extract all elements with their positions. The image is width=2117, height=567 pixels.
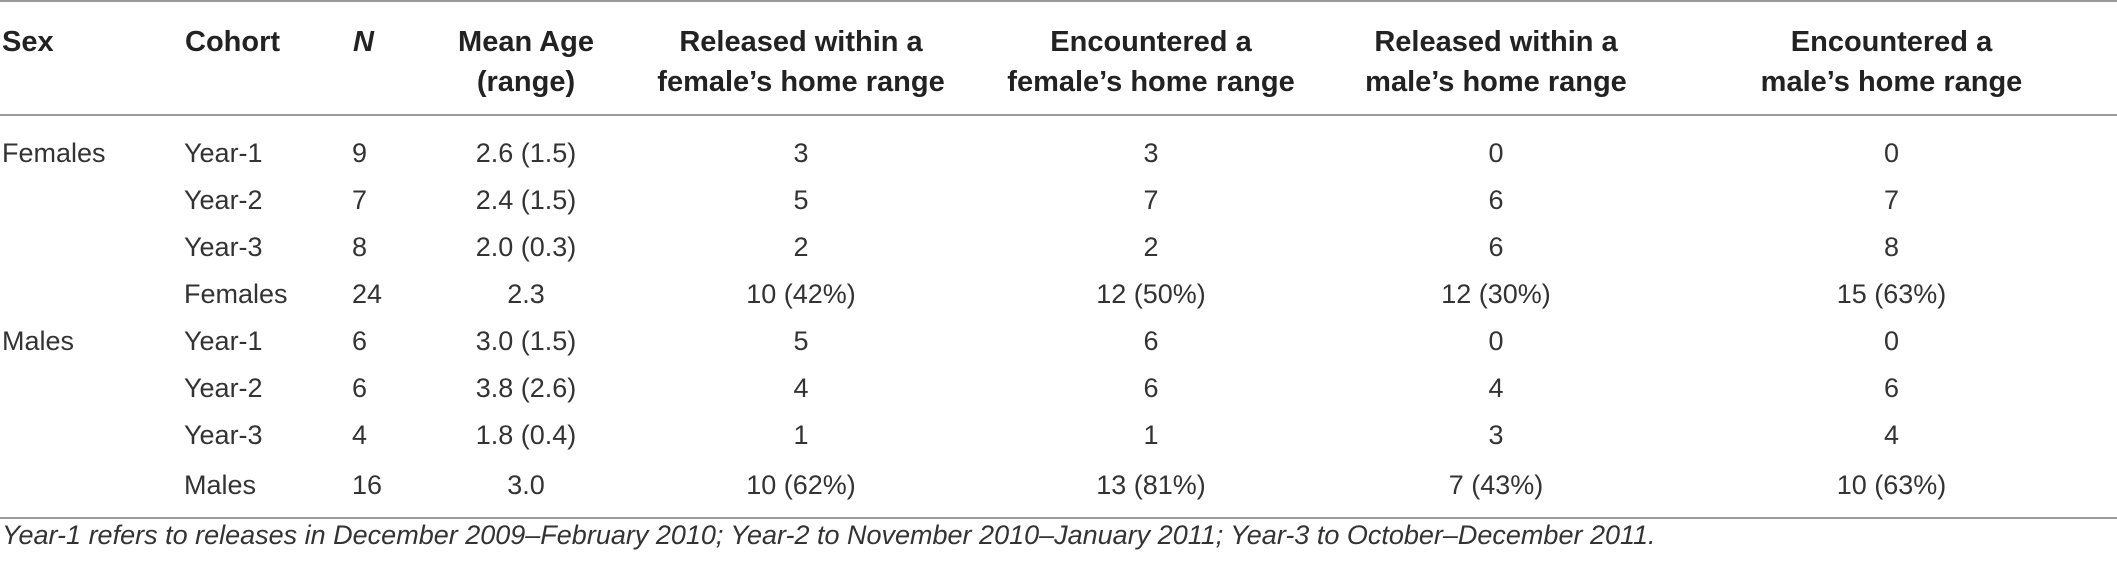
cell-mean-age: 2.3 — [507, 279, 545, 309]
cell-encountered-female: 13 (81%) — [1096, 469, 1206, 500]
cell-cohort: Year-1 — [184, 138, 263, 168]
cell-n: 9 — [352, 138, 368, 168]
table-row: Year-3 8 2.0 (0.3) 2 2 6 8 — [0, 224, 2117, 271]
header-mean-age-line1: Mean Age — [458, 26, 594, 58]
table-row: Year-2 6 3.8 (2.6) 4 6 4 6 — [0, 365, 2117, 412]
cell-mean-age: 3.0 (1.5) — [475, 326, 577, 356]
cell-released-male: 0 — [1488, 138, 1504, 168]
header-released-female-line1: Released within a — [679, 26, 923, 58]
header-n: N — [353, 26, 374, 58]
cell-mean-age: 3.8 (2.6) — [475, 373, 577, 403]
cell-encountered-male: 6 — [1883, 373, 1900, 403]
cell-released-female: 10 (42%) — [746, 279, 856, 309]
cell-sex — [0, 224, 184, 271]
cell-released-male: 0 — [1488, 326, 1504, 356]
cell-encountered-female: 3 — [1143, 138, 1159, 168]
cell-cohort: Year-3 — [184, 420, 263, 450]
header-mean-age-line2: (range) — [476, 66, 576, 98]
header-encountered-male-line1: Encountered a — [1790, 26, 1993, 58]
cell-sex — [0, 365, 184, 412]
header-encountered-female: Encountered a female’s home range — [976, 1, 1326, 115]
header-released-female-line2: female’s home range — [657, 66, 945, 98]
cell-sex: Females — [2, 138, 106, 168]
cell-encountered-male: 7 — [1883, 185, 1900, 215]
table-footnote: Year-1 refers to releases in December 20… — [2, 520, 1656, 550]
cell-mean-age: 2.0 (0.3) — [475, 232, 577, 262]
cell-mean-age: 3.0 — [507, 469, 545, 500]
cell-encountered-male: 8 — [1883, 232, 1900, 262]
cell-sex: Males — [2, 326, 75, 356]
cell-encountered-female: 12 (50%) — [1096, 279, 1206, 309]
cell-cohort: Year-1 — [184, 326, 263, 356]
header-released-male: Released within a male’s home range — [1326, 1, 1666, 115]
cell-sex — [0, 412, 184, 459]
cell-released-female: 3 — [793, 138, 809, 168]
cell-released-male: 3 — [1488, 420, 1504, 450]
cell-cohort: Year-3 — [184, 232, 263, 262]
table-body: Females Year-1 9 2.6 (1.5) 3 3 0 0 Year-… — [0, 115, 2117, 518]
cell-n: 24 — [352, 279, 383, 309]
cell-mean-age: 2.6 (1.5) — [475, 138, 577, 168]
cell-encountered-female: 1 — [1143, 420, 1159, 450]
cell-encountered-male: 10 (63%) — [1836, 469, 1947, 500]
header-released-female: Released within a female’s home range — [626, 1, 976, 115]
cell-n: 8 — [352, 232, 368, 262]
cell-mean-age: 1.8 (0.4) — [475, 420, 577, 450]
header-sex: Sex — [2, 26, 54, 58]
header-encountered-female-line1: Encountered a — [1050, 26, 1252, 58]
table-header: Sex Cohort N Mean Age (range) Released w… — [0, 1, 2117, 115]
header-mean-age: Mean Age (range) — [426, 1, 626, 115]
cell-n: 6 — [352, 373, 368, 403]
cell-released-male: 6 — [1488, 185, 1504, 215]
data-table-container: Sex Cohort N Mean Age (range) Released w… — [0, 1, 2117, 518]
header-row: Sex Cohort N Mean Age (range) Released w… — [0, 1, 2117, 115]
cell-cohort: Females — [184, 279, 288, 309]
cell-encountered-female: 6 — [1143, 373, 1159, 403]
cell-mean-age: 2.4 (1.5) — [475, 185, 577, 215]
cell-sex — [0, 177, 184, 224]
cell-released-female: 5 — [793, 326, 809, 356]
cell-released-female: 10 (62%) — [746, 469, 856, 500]
cell-released-male: 4 — [1488, 373, 1504, 403]
cell-n: 4 — [352, 420, 368, 450]
cell-encountered-female: 6 — [1143, 326, 1159, 356]
cell-encountered-male: 0 — [1883, 138, 1900, 168]
table-row-subtotal: Males 16 3.0 10 (62%) 13 (81%) 7 (43%) 1… — [0, 459, 2117, 518]
cell-encountered-female: 2 — [1143, 232, 1159, 262]
cell-released-male: 6 — [1488, 232, 1504, 262]
header-encountered-female-line2: female’s home range — [1007, 66, 1295, 98]
table-row-subtotal: Females 24 2.3 10 (42%) 12 (50%) 12 (30%… — [0, 271, 2117, 318]
header-released-male-line1: Released within a — [1374, 26, 1618, 58]
cell-cohort: Males — [184, 469, 257, 500]
cell-sex — [0, 271, 184, 318]
cell-n: 7 — [352, 185, 368, 215]
cell-released-female: 5 — [793, 185, 809, 215]
cell-cohort: Year-2 — [184, 373, 263, 403]
cell-released-female: 4 — [793, 373, 809, 403]
header-released-male-line2: male’s home range — [1365, 66, 1627, 98]
header-cohort: Cohort — [185, 26, 281, 58]
cell-released-female: 2 — [793, 232, 809, 262]
cell-encountered-male: 15 (63%) — [1836, 279, 1947, 309]
header-encountered-male: Encountered a male’s home range — [1666, 1, 2117, 115]
cell-released-male: 7 (43%) — [1448, 469, 1544, 500]
cell-cohort: Year-2 — [184, 185, 263, 215]
table-row: Females Year-1 9 2.6 (1.5) 3 3 0 0 — [0, 115, 2117, 177]
table-row: Males Year-1 6 3.0 (1.5) 5 6 0 0 — [0, 318, 2117, 365]
cell-sex — [0, 459, 184, 518]
table-row: Year-2 7 2.4 (1.5) 5 7 6 7 — [0, 177, 2117, 224]
cell-n: 16 — [352, 469, 383, 500]
header-encountered-male-line2: male’s home range — [1760, 66, 2023, 98]
cell-encountered-female: 7 — [1143, 185, 1159, 215]
cell-released-male: 12 (30%) — [1441, 279, 1551, 309]
table-row: Year-3 4 1.8 (0.4) 1 1 3 4 — [0, 412, 2117, 459]
cell-encountered-male: 0 — [1883, 326, 1900, 356]
cell-encountered-male: 4 — [1883, 420, 1900, 450]
cell-n: 6 — [352, 326, 368, 356]
cell-released-female: 1 — [793, 420, 809, 450]
release-encounter-table: Sex Cohort N Mean Age (range) Released w… — [0, 1, 2117, 518]
